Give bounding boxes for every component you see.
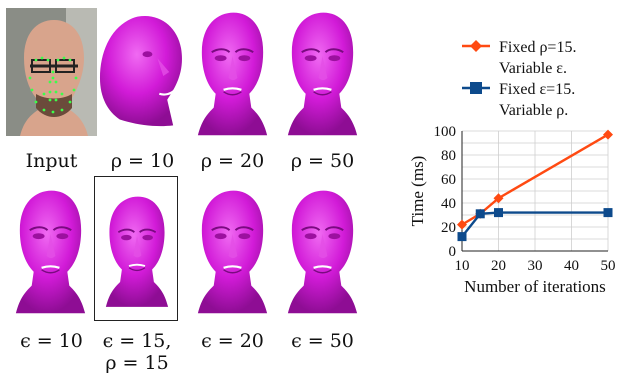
caption-eps15-line2: ρ = 15 (105, 352, 169, 374)
timing-chart: Fixed ρ=15. Variable ε. Fixed ε=15. Variabl… (408, 39, 616, 296)
y-tick-label-60: 60 (441, 172, 456, 188)
y-tick-label-20: 20 (441, 220, 456, 236)
caption-input: Input (25, 150, 78, 172)
series-1-point-3 (603, 129, 613, 140)
series-line-2 (461, 211, 608, 238)
legend-label-1-line2: Variable ε. (499, 60, 567, 77)
series-line-1 (461, 133, 609, 226)
caption-eps10: ϵ = 10 (20, 330, 83, 352)
x-tick-label-50: 50 (601, 258, 616, 274)
selected-frame (94, 176, 178, 321)
series-2-point-3 (603, 208, 613, 218)
caption-eps20: ϵ = 20 (201, 330, 264, 352)
legend-marker-1 (470, 40, 482, 52)
series-2-point-0 (457, 232, 467, 242)
caption-eps15-line1: ϵ = 15, (102, 330, 172, 352)
face-eps50 (278, 186, 367, 314)
y-tick-label-0: 0 (449, 244, 457, 260)
x-tick-label-10: 10 (455, 258, 470, 274)
caption-rho50: ρ = 50 (290, 150, 355, 172)
x-axis-label: Number of iterations (464, 277, 606, 296)
series-1-point-2 (493, 193, 504, 204)
x-tick-label-20: 20 (491, 258, 506, 274)
face-rho20 (188, 8, 277, 136)
y-axis-label: Time (ms) (408, 156, 427, 227)
caption-eps15: ϵ = 15, ρ = 15 (94, 330, 180, 374)
legend-label-2-line1: Fixed ε=15. (499, 81, 575, 98)
face-eps10 (6, 186, 95, 314)
series-2-point-1 (475, 209, 485, 219)
caption-rho10: ρ = 10 (110, 150, 175, 172)
legend-label-1-line1: Fixed ρ=15. (499, 39, 576, 56)
face-rho50 (278, 8, 367, 136)
series-1-point-0 (457, 219, 467, 230)
x-tick-label-30: 30 (528, 258, 543, 274)
x-tick-label-40: 40 (564, 258, 579, 274)
y-tick-label-100: 100 (434, 124, 457, 140)
legend-label-2-line2: Variable ρ. (499, 102, 568, 119)
y-tick-label-40: 40 (441, 196, 456, 212)
input-photo (6, 8, 97, 136)
caption-eps50: ϵ = 50 (291, 330, 354, 352)
y-tick-label-80: 80 (441, 148, 456, 164)
caption-rho20: ρ = 20 (200, 150, 265, 172)
legend-marker-2 (470, 82, 482, 94)
face-rho10 (98, 8, 187, 136)
series-2-point-2 (494, 208, 503, 218)
face-eps20 (188, 186, 277, 314)
